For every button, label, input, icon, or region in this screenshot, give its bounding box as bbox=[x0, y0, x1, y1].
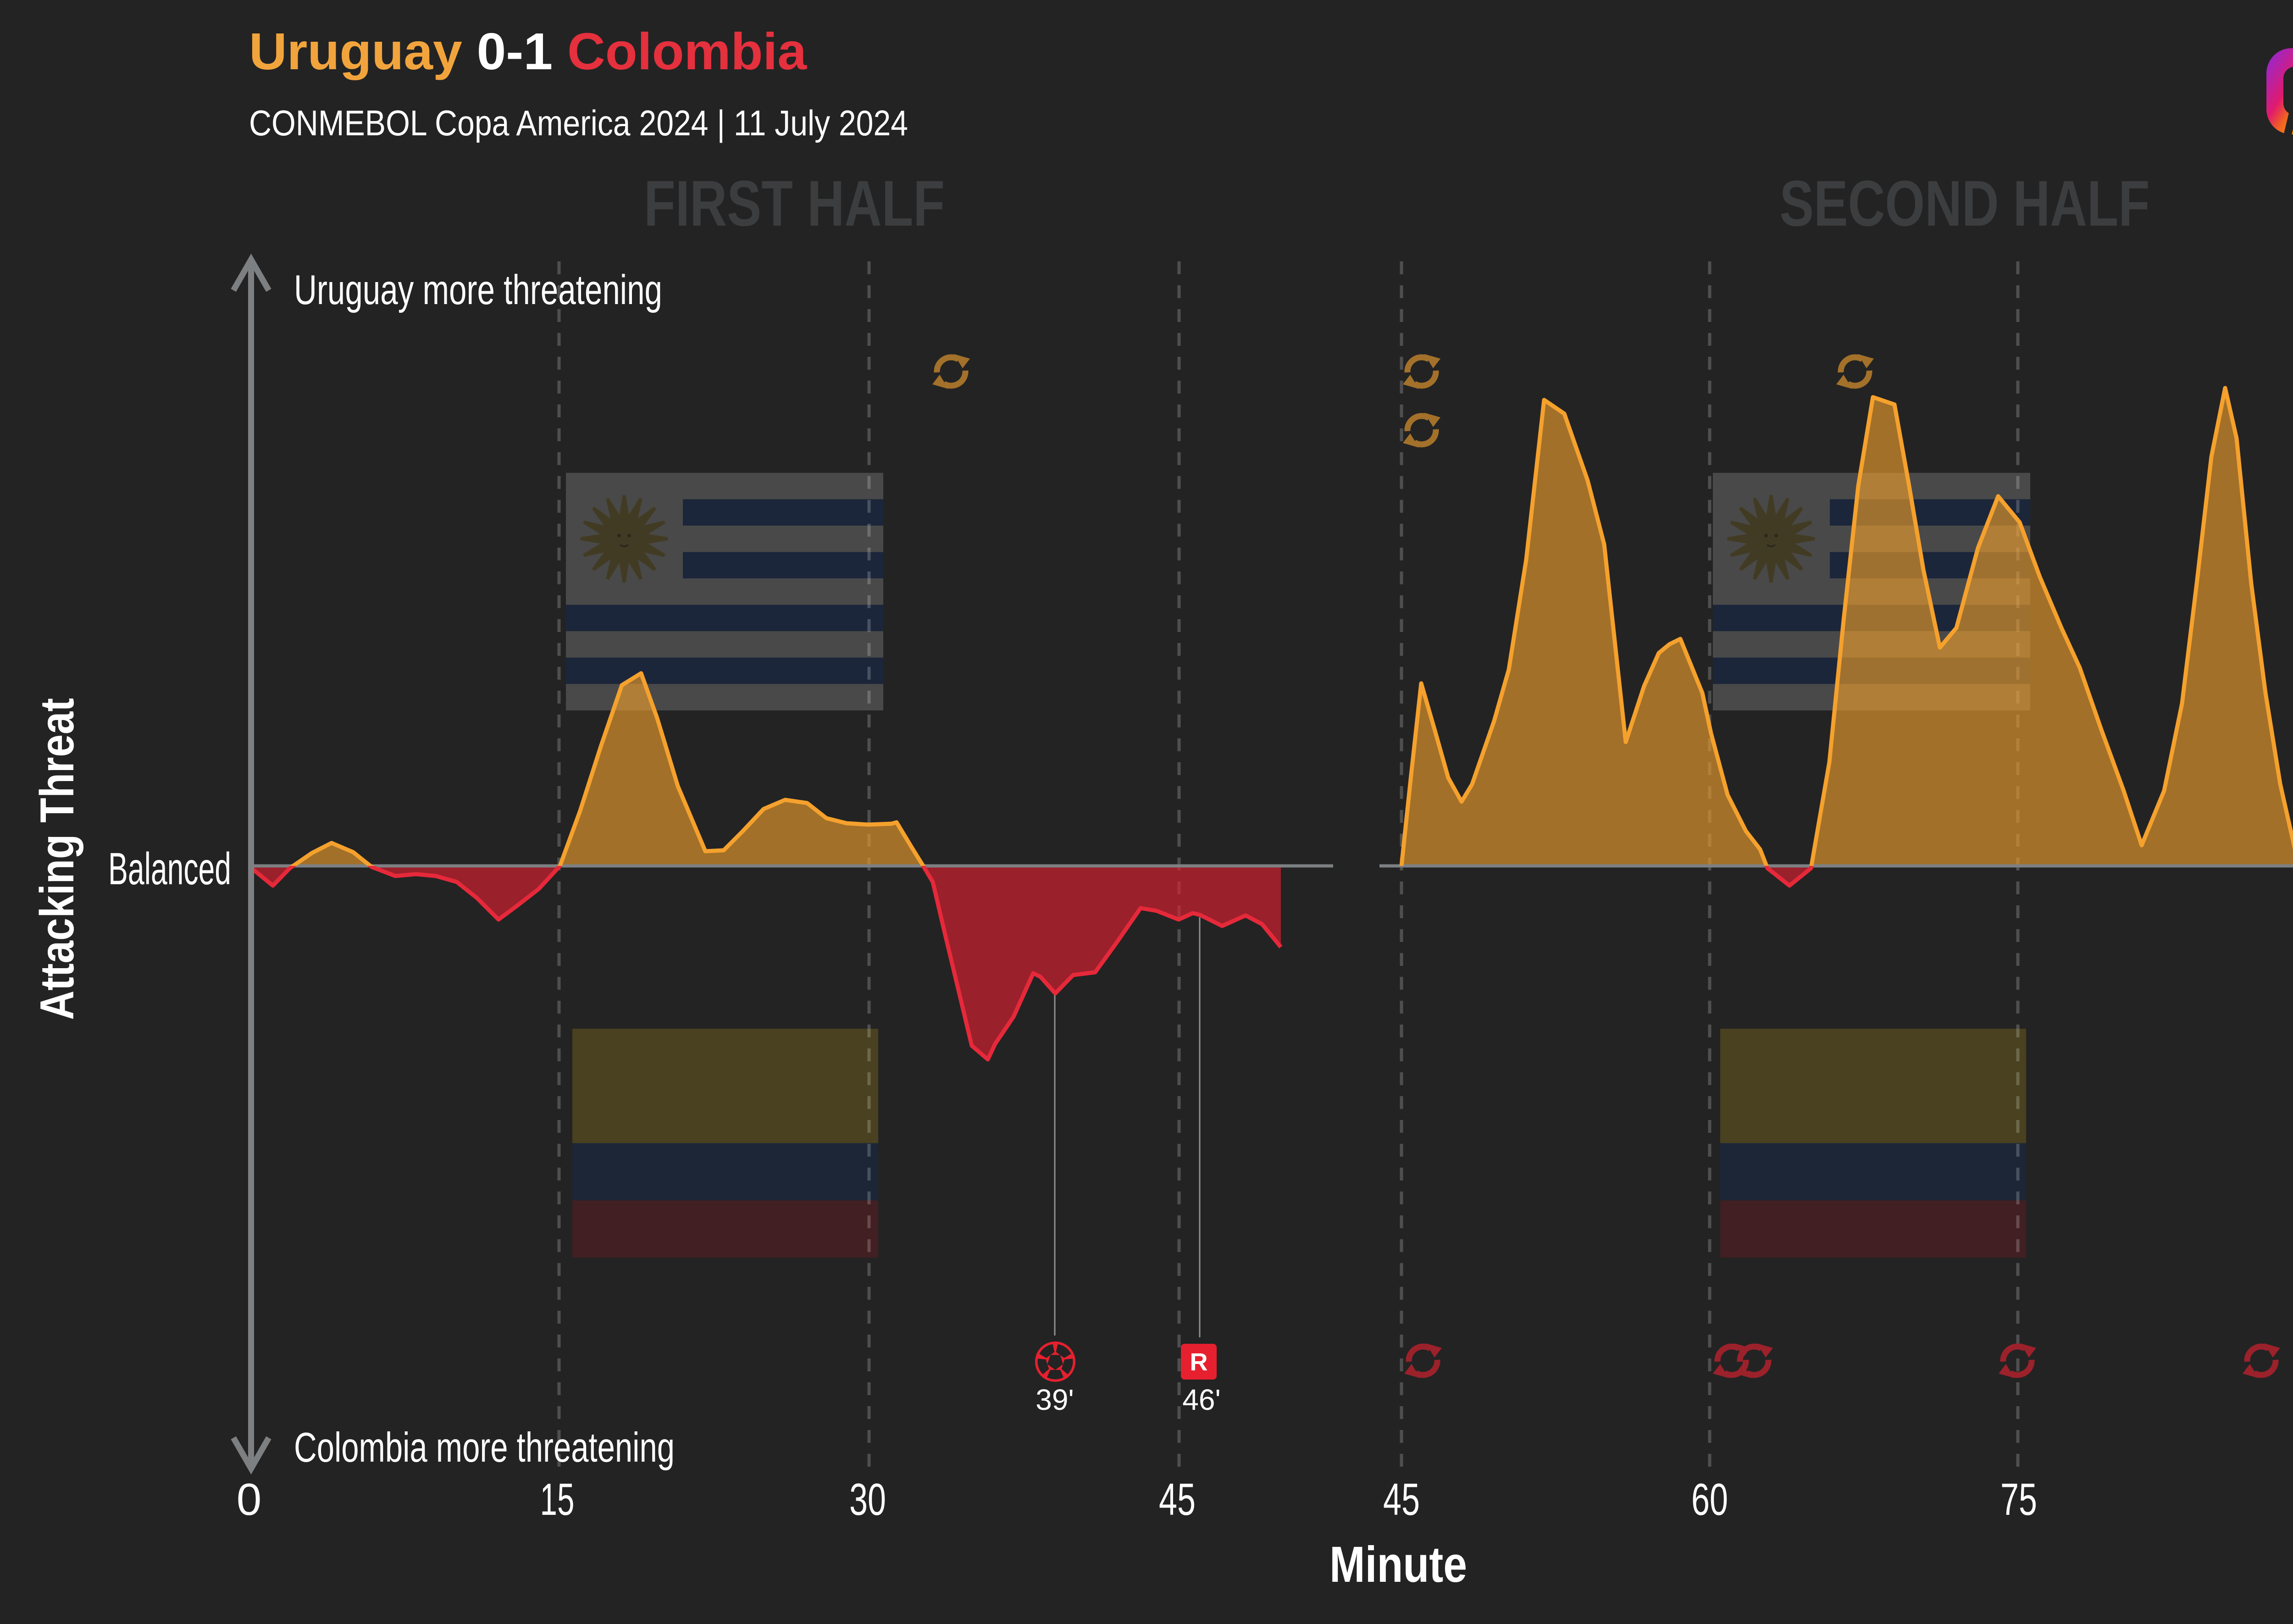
svg-text:Colombia more threatening: Colombia more threatening bbox=[294, 1424, 675, 1471]
svg-text:FIRST HALF: FIRST HALF bbox=[644, 167, 945, 239]
svg-text:15: 15 bbox=[540, 1474, 575, 1524]
svg-text:45: 45 bbox=[1159, 1474, 1196, 1524]
svg-text:Uruguay more threatening: Uruguay more threatening bbox=[294, 267, 662, 313]
svg-text:60: 60 bbox=[1691, 1474, 1728, 1524]
svg-text:R: R bbox=[1190, 1348, 1208, 1376]
svg-text:0: 0 bbox=[237, 1474, 262, 1524]
svg-text:Attacking Threat: Attacking Threat bbox=[31, 698, 84, 1020]
svg-text:Uruguay 0-1 Colombia: Uruguay 0-1 Colombia bbox=[249, 22, 807, 80]
svg-text:46': 46' bbox=[1182, 1383, 1220, 1416]
svg-text:45: 45 bbox=[1383, 1474, 1420, 1524]
svg-text:75: 75 bbox=[2000, 1474, 2037, 1524]
svg-text:SECOND HALF: SECOND HALF bbox=[1780, 167, 2150, 239]
svg-text:30: 30 bbox=[849, 1474, 886, 1524]
svg-text:Minute: Minute bbox=[1329, 1536, 1467, 1593]
svg-text:Balanced: Balanced bbox=[108, 843, 231, 894]
svg-text:39': 39' bbox=[1036, 1383, 1074, 1416]
svg-text:CONMEBOL Copa America 2024 | 1: CONMEBOL Copa America 2024 | 11 July 202… bbox=[249, 103, 908, 143]
